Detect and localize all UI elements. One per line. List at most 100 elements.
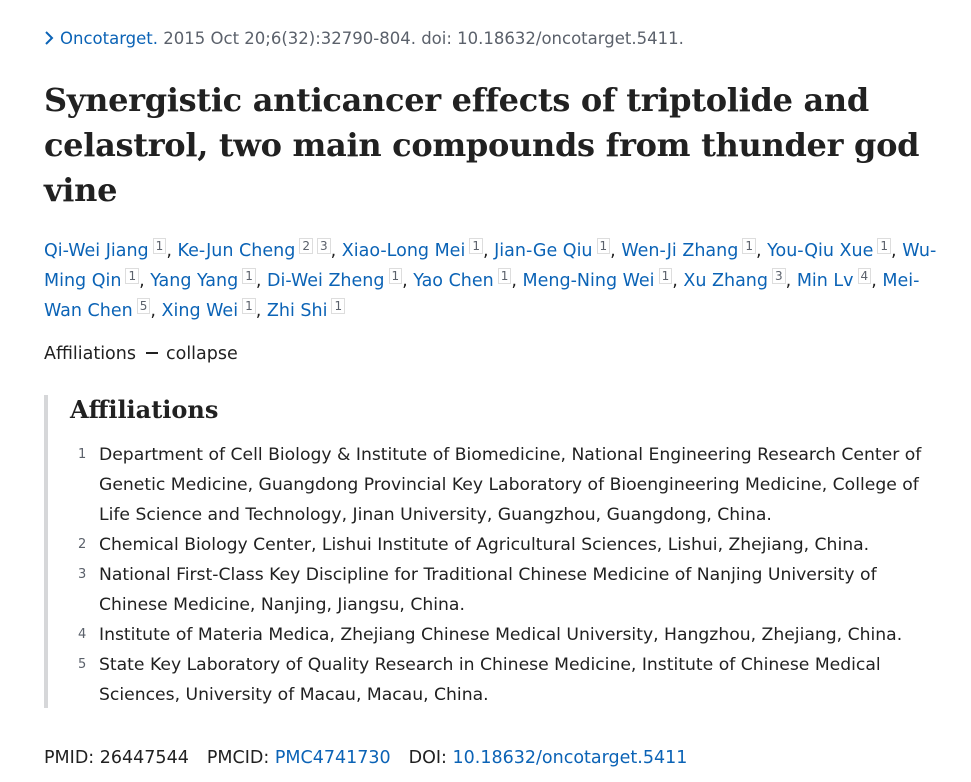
collapse-icon [145, 352, 158, 354]
author-separator: , [871, 271, 877, 291]
author: Min Lv 4, [796, 268, 877, 291]
author: Di-Wei Zheng 1, [267, 268, 408, 291]
author: Jian-Ge Qiu 1, [494, 238, 616, 261]
affiliation-text: National First-Class Key Discipline for … [99, 565, 877, 615]
author: Yang Yang 1, [150, 268, 262, 291]
author-affiliation-ref[interactable]: 4 [857, 268, 872, 284]
doi-link[interactable]: 10.18632/oncotarget.5411 [452, 748, 688, 768]
author-list: Qi-Wei Jiang 1, Ke-Jun Cheng 2 3, Xiao-Long… [44, 236, 949, 326]
author-link[interactable]: Di-Wei Zheng [267, 271, 385, 291]
author: Yao Chen 1, [413, 268, 517, 291]
affiliations-box: Affiliations 1 Department of Cell Biology… [44, 395, 960, 708]
citation-details: 2015 Oct 20;6(32):32790-804. doi: 10.186… [163, 29, 684, 48]
author: Wu-Ming Qin 1, [44, 241, 936, 291]
doi-label: DOI: [408, 748, 447, 768]
author-link[interactable]: Zhi Shi [266, 301, 328, 321]
author: Mei-Wan Chen 5, [44, 271, 919, 321]
author-link[interactable]: Qi-Wei Jiang [44, 241, 149, 261]
author-separator: , [402, 271, 408, 291]
author-affiliation-ref[interactable]: 1 [877, 238, 892, 254]
author-affiliation-ref[interactable]: 2 [299, 238, 313, 254]
author: You-Qiu Xue 1, [767, 238, 897, 261]
author-separator: , [166, 241, 172, 261]
affiliation-number: 5 [78, 657, 87, 672]
affiliation-number: 2 [78, 537, 87, 552]
author-link[interactable]: Wu-Ming Qin [44, 241, 937, 291]
author: Xiao-Long Mei 1, [341, 238, 489, 261]
author-link[interactable]: Jian-Ge Qiu [494, 241, 593, 261]
author-separator: , [672, 271, 678, 291]
affiliation-item: 5 State Key Laboratory of Quality Researc… [48, 650, 948, 710]
author-link[interactable]: Xiao-Long Mei [341, 241, 466, 261]
toggle-label: Affiliations [44, 344, 136, 364]
author-affiliation-ref[interactable]: 1 [242, 268, 256, 284]
affiliation-item: 4 Institute of Materia Medica, Zhejiang C… [48, 620, 948, 650]
affiliation-item: 2 Chemical Biology Center, Lishui Institu… [48, 530, 948, 560]
affiliations-toggle[interactable]: Affiliations collapse [44, 344, 238, 364]
author: Zhi Shi 1 [266, 298, 346, 321]
author: Ke-Jun Cheng 2 3, [177, 238, 337, 261]
author-affiliation-ref[interactable]: 3 [316, 238, 331, 254]
author-affiliation-ref[interactable]: 1 [152, 238, 167, 254]
author-link[interactable]: Yang Yang [150, 271, 239, 291]
author-separator: , [755, 241, 762, 261]
affiliation-text: State Key Laboratory of Quality Research… [99, 655, 881, 705]
affiliation-text: Institute of Materia Medica, Zhejiang Ch… [99, 625, 903, 645]
pmid: 26447544 [99, 748, 189, 768]
author-separator: , [255, 271, 262, 291]
author-separator: , [785, 271, 792, 291]
affiliation-list: 1 Department of Cell Biology & Institute … [48, 440, 948, 710]
journal-link[interactable]: Oncotarget. [60, 29, 159, 48]
affiliation-text: Department of Cell Biology & Institute o… [99, 445, 922, 525]
author-affiliation-ref[interactable]: 5 [136, 298, 151, 314]
author-link[interactable]: Min Lv [796, 271, 854, 291]
author-affiliation-ref[interactable]: 1 [469, 238, 483, 254]
author-separator: , [891, 241, 897, 261]
affiliation-number: 3 [78, 567, 87, 582]
affiliations-heading: Affiliations [70, 395, 219, 424]
affiliation-item: 3 National First-Class Key Discipline for… [48, 560, 948, 620]
author-link[interactable]: Meng-Ning Wei [522, 271, 655, 291]
chevron-icon [45, 31, 54, 45]
author-separator: , [255, 301, 262, 321]
author-separator: , [330, 241, 337, 261]
author-link[interactable]: Yao Chen [413, 271, 494, 291]
author-affiliation-ref[interactable]: 1 [742, 238, 756, 254]
affiliation-number: 1 [78, 447, 87, 462]
author: Wen-Ji Zhang 1, [621, 238, 762, 261]
author-affiliation-ref[interactable]: 3 [772, 268, 786, 284]
article-title: Synergistic anticancer effects of tripto… [44, 81, 920, 209]
author-separator: , [139, 271, 145, 291]
pmcid-link[interactable]: PMC4741730 [274, 748, 391, 768]
author-link[interactable]: Ke-Jun Cheng [177, 241, 296, 261]
pmid-label: PMID: [44, 748, 95, 768]
author-affiliation-ref[interactable]: 1 [125, 268, 140, 284]
author-separator: , [610, 241, 616, 261]
toggle-action[interactable]: collapse [165, 344, 238, 364]
author-affiliation-ref[interactable]: 1 [658, 268, 673, 284]
author-separator: , [482, 241, 489, 261]
author-link[interactable]: Xu Zhang [683, 271, 769, 291]
author-affiliation-ref[interactable]: 1 [388, 268, 403, 284]
author-link[interactable]: You-Qiu Xue [767, 241, 874, 261]
author: Meng-Ning Wei 1, [522, 268, 678, 291]
author-affiliation-ref[interactable]: 1 [497, 268, 512, 284]
author-affiliation-ref[interactable]: 1 [596, 238, 611, 254]
identifiers: PMID: 26447544 PMCID: PMC4741730 DOI: 10.1… [44, 748, 687, 768]
author-separator: , [150, 301, 156, 321]
pmcid-label: PMCID: [206, 748, 270, 768]
author: Qi-Wei Jiang 1, [44, 238, 172, 261]
affiliation-number: 4 [78, 627, 87, 642]
author-affiliation-ref[interactable]: 1 [331, 298, 346, 314]
author-link[interactable]: Wen-Ji Zhang [621, 241, 739, 261]
author: Xing Wei 1, [161, 298, 262, 321]
author: Xu Zhang 3, [683, 268, 792, 291]
author-separator: , [511, 271, 517, 291]
affiliation-text: Chemical Biology Center, Lishui Institut… [99, 535, 870, 555]
author-link[interactable]: Mei-Wan Chen [44, 271, 920, 321]
author-affiliation-ref[interactable]: 1 [242, 298, 256, 314]
affiliation-item: 1 Department of Cell Biology & Institute … [48, 440, 948, 530]
author-link[interactable]: Xing Wei [161, 301, 239, 321]
